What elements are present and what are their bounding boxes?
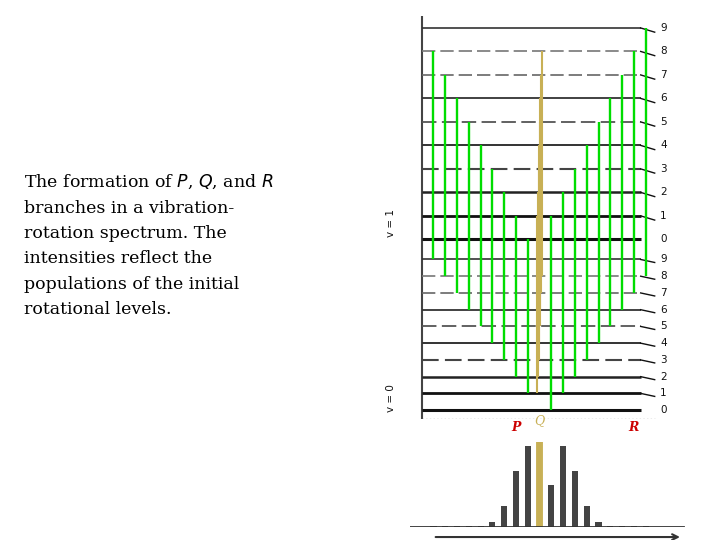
Text: 7: 7 [660, 288, 667, 298]
Text: v = 1: v = 1 [386, 209, 396, 237]
Text: v = 0: v = 0 [386, 384, 396, 413]
Text: 4: 4 [660, 338, 667, 348]
Bar [537, 442, 541, 526]
Text: 1: 1 [660, 388, 667, 399]
Text: 7: 7 [660, 70, 667, 80]
Bar [536, 442, 539, 526]
Text: 1: 1 [660, 211, 667, 221]
Text: R: R [629, 421, 639, 434]
Text: 2: 2 [660, 372, 667, 382]
Text: 0: 0 [660, 405, 667, 415]
Text: P: P [511, 421, 521, 434]
Text: 6: 6 [660, 93, 667, 104]
Bar [572, 471, 578, 526]
Text: Frequency: Frequency [535, 539, 600, 540]
Bar [548, 485, 554, 526]
Bar [540, 442, 544, 526]
Bar [513, 471, 519, 526]
Bar [536, 442, 539, 526]
Text: 5: 5 [660, 321, 667, 332]
Bar [501, 505, 508, 526]
Bar [584, 505, 590, 526]
Text: The formation of $P$, $Q$, and $R$
branches in a vibration-
rotation spectrum. T: The formation of $P$, $Q$, and $R$ branc… [24, 173, 274, 319]
Text: 4: 4 [660, 140, 667, 151]
Text: 9: 9 [660, 254, 667, 265]
Text: 3: 3 [660, 355, 667, 365]
Bar [525, 446, 531, 526]
Text: 8: 8 [660, 46, 667, 57]
Text: Q: Q [534, 415, 544, 428]
Bar [539, 442, 542, 526]
Text: 3: 3 [660, 164, 667, 174]
Text: 6: 6 [660, 305, 667, 315]
Bar [537, 442, 540, 526]
Text: 9: 9 [660, 23, 667, 33]
Bar [538, 442, 541, 526]
Bar [595, 522, 602, 526]
Bar [560, 446, 566, 526]
Text: 5: 5 [660, 117, 667, 127]
Text: 2: 2 [660, 187, 667, 198]
Bar [490, 522, 495, 526]
Bar [539, 442, 543, 526]
Text: 8: 8 [660, 271, 667, 281]
Text: 0: 0 [660, 234, 667, 245]
